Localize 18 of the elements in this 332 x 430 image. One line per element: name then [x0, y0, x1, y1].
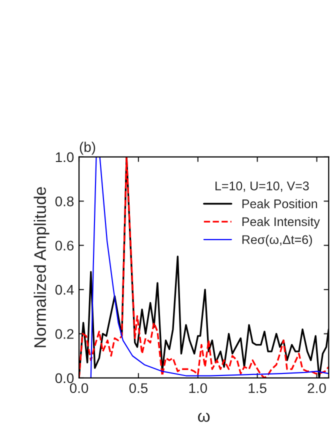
legend-label: Peak Position [242, 199, 318, 208]
legend-label: Reσ(ω,Δt=6) [242, 234, 312, 247]
y-axis-title: Normalized Amplitude [34, 187, 50, 348]
x-tick-label: 0.5 [129, 383, 148, 394]
legend-title: L=10, U=10, V=3 [216, 182, 309, 192]
y-tick-label: 0.6 [55, 240, 74, 251]
legend-label: Peak Intensity [242, 216, 320, 229]
y-tick-label: 1.0 [56, 152, 74, 162]
y-tick-label: 0.8 [55, 196, 74, 206]
text: (b) [80, 142, 96, 155]
y-tick-label: 0.2 [55, 329, 74, 339]
x-tick-label: 1.5 [248, 383, 266, 394]
x-tick-label: 0.0 [70, 383, 88, 394]
x-tick-label: 2.0 [308, 383, 326, 394]
x-axis-title: ω [198, 412, 210, 422]
x-tick-label: 1.0 [189, 383, 208, 394]
y-tick-label: 0.4 [55, 284, 74, 295]
y-tick-label: 0.0 [55, 373, 74, 384]
